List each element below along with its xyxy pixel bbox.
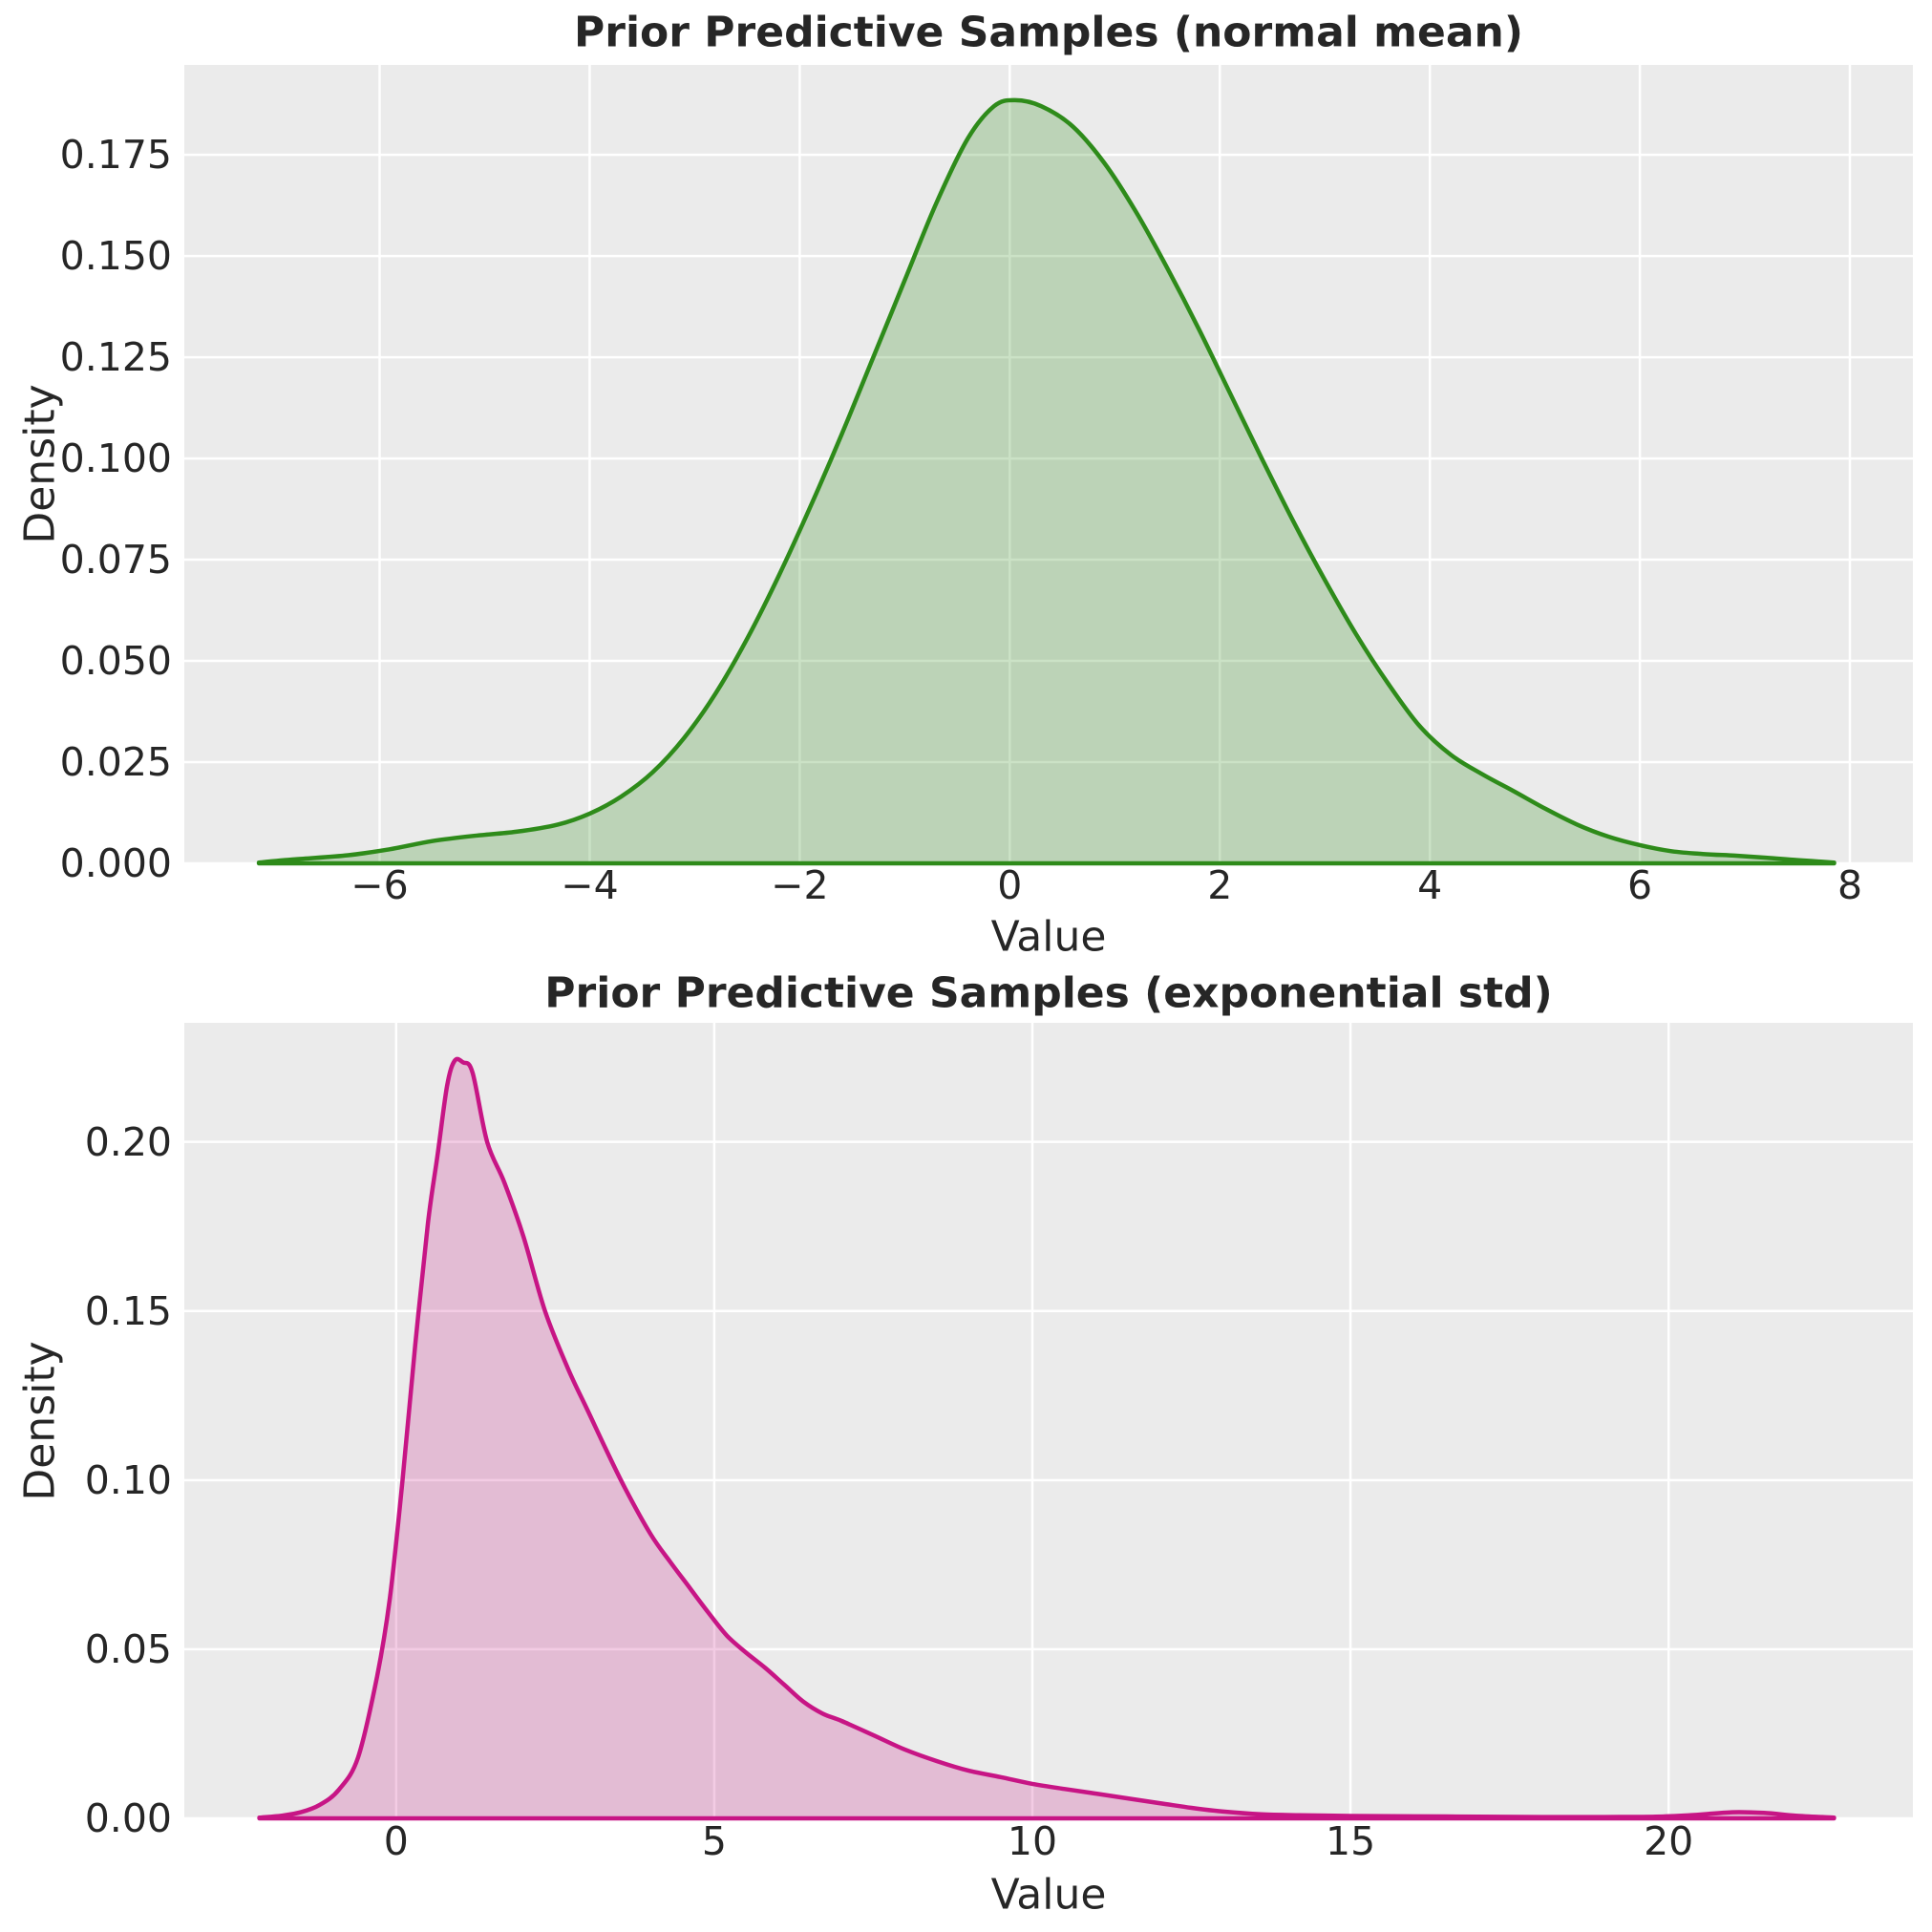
x-tick-label: 0: [997, 862, 1023, 908]
y-tick-label: 0.15: [84, 1287, 172, 1334]
kde-curve-1: [256, 97, 1836, 866]
x-tick-label: 5: [701, 1818, 727, 1864]
x-tick-label: −2: [771, 862, 829, 908]
x-tick-label: 10: [1007, 1818, 1058, 1864]
kde-curve-2: [257, 1056, 1836, 1821]
chart1-title: Prior Predictive Samples (normal mean): [574, 8, 1523, 57]
y-tick-label: 0.175: [59, 132, 172, 179]
kde-fill-2: [259, 1058, 1835, 1818]
chart2-y-axis-label: Density: [15, 1341, 65, 1501]
x-tick-label: 8: [1836, 862, 1863, 908]
y-tick-label: 0.05: [84, 1625, 172, 1672]
chart2-title: Prior Predictive Samples (exponential st…: [544, 968, 1553, 1018]
y-tick-label: 0.050: [59, 638, 172, 685]
chart1-x-axis-label: Value: [990, 912, 1107, 962]
x-tick-label: −6: [350, 862, 409, 908]
y-tick-label: 0.150: [59, 233, 172, 280]
x-tick-label: −4: [561, 862, 619, 908]
x-tick-label: 15: [1326, 1818, 1376, 1864]
y-tick-label: 0.00: [84, 1795, 172, 1841]
plot-area-2: [184, 1023, 1913, 1818]
y-tick-label: 0.100: [59, 435, 172, 482]
x-tick-label: 6: [1627, 862, 1653, 908]
y-tick-label: 0.000: [59, 840, 172, 886]
kde-fill-1: [259, 99, 1835, 863]
chart1-y-axis-label: Density: [15, 384, 65, 544]
y-tick-label: 0.20: [84, 1118, 172, 1165]
x-tick-label: 0: [383, 1818, 409, 1864]
y-tick-label: 0.125: [59, 334, 172, 381]
x-tick-label: 2: [1207, 862, 1233, 908]
x-tick-label: 4: [1417, 862, 1443, 908]
x-tick-label: 20: [1644, 1818, 1694, 1864]
y-tick-label: 0.075: [59, 537, 172, 584]
plot-area-1: [184, 65, 1913, 863]
y-tick-label: 0.025: [59, 739, 172, 786]
y-tick-label: 0.10: [84, 1456, 172, 1503]
chart2-x-axis-label: Value: [990, 1870, 1107, 1920]
